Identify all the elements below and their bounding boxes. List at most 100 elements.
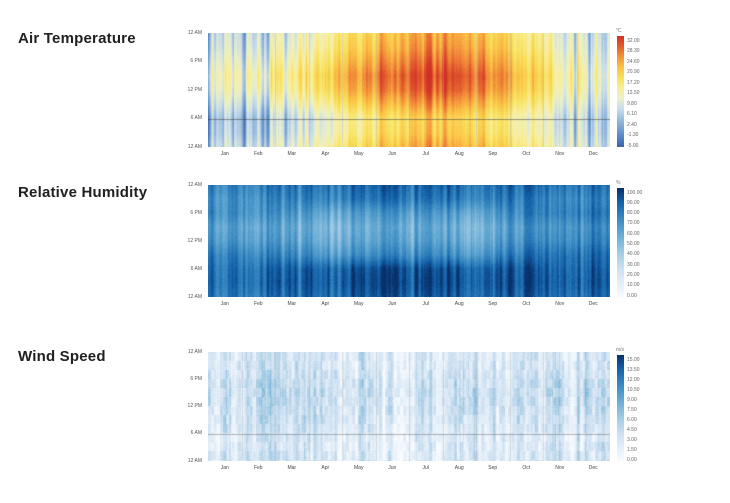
legend-tick-label: 6.00 <box>627 416 637 423</box>
legend-tick-label: 3.00 <box>627 436 637 443</box>
chart-title-wind-speed: Wind Speed <box>18 348 106 365</box>
legend-tick-label: 60.00 <box>627 230 640 237</box>
legend-tick-label: 90.00 <box>627 199 640 206</box>
wind-speed-section: Wind Speed 12 AM 6 PM 12 PM 6 AM 12 AM Jan Feb… <box>0 343 730 503</box>
legend-colorbar <box>617 36 624 147</box>
legend-tick-label: 100.00 <box>627 189 643 196</box>
y-tick-label: 6 PM <box>190 58 202 64</box>
air-temperature-section: Air Temperature 12 AM 6 PM 12 PM 6 AM 12 AM J… <box>0 24 730 184</box>
x-tick-label: Aug <box>454 151 464 157</box>
legend-tick-label: 20.90 <box>627 69 640 75</box>
legend-tick-label: 10.50 <box>627 386 640 393</box>
y-tick-label: 12 PM <box>187 237 202 244</box>
legend-tick-label: 9.00 <box>627 396 637 403</box>
x-tick-label: Nov <box>555 465 565 471</box>
x-tick-label: Jan <box>220 301 229 307</box>
legend-tick-label: 13.50 <box>627 366 640 373</box>
air-temperature-heatmap-canvas <box>208 33 610 147</box>
wind-speed-heatmap-canvas <box>208 352 610 461</box>
legend-tick-label: -5.00 <box>627 142 639 149</box>
x-tick-label: Dec <box>588 151 598 157</box>
x-tick-label: Sep <box>488 465 498 471</box>
legend-tick-label: 20.00 <box>627 271 640 278</box>
x-tick-label: May <box>354 465 364 471</box>
x-tick-label: Mar <box>287 465 297 471</box>
y-tick-label: 12 PM <box>187 403 202 409</box>
x-tick-label: Dec <box>588 301 598 307</box>
y-tick-label: 6 AM <box>190 115 202 121</box>
legend-tick-label: 13.50 <box>627 90 640 96</box>
y-tick-label: 12 AM <box>187 181 202 188</box>
legend-unit-label: % <box>616 180 621 186</box>
legend-tick-label: -1.30 <box>627 132 639 138</box>
legend-tick-label: 4.50 <box>627 426 637 433</box>
legend-tick-label: 24.60 <box>627 58 640 65</box>
legend-tick-label: 40.00 <box>627 251 640 258</box>
legend-tick-label: 32.00 <box>627 37 640 44</box>
x-tick-label: Apr <box>321 151 330 157</box>
x-tick-label: Dec <box>588 465 598 471</box>
y-tick-label: 12 AM <box>187 293 202 300</box>
x-tick-label: Aug <box>454 301 464 307</box>
x-tick-label: Jul <box>422 151 429 157</box>
legend-unit-label: °C <box>616 28 622 34</box>
legend-tick-label: 2.40 <box>627 121 637 128</box>
legend-tick-label: 70.00 <box>627 220 640 227</box>
y-tick-label: 12 AM <box>187 348 202 355</box>
x-tick-label: May <box>354 301 364 307</box>
x-tick-label: Jul <box>422 301 429 307</box>
legend-colorbar <box>617 355 624 461</box>
legend-tick-label: 80.00 <box>627 210 640 217</box>
y-tick-label: 6 AM <box>190 265 202 272</box>
y-tick-label: 6 AM <box>190 430 202 437</box>
x-tick-label: Nov <box>555 151 565 157</box>
legend-tick-label: 0.00 <box>627 456 637 463</box>
x-tick-label: Nov <box>555 301 565 307</box>
legend-tick-label: 30.00 <box>627 261 640 268</box>
x-tick-label: Oct <box>522 301 531 307</box>
legend-tick-label: 17.20 <box>627 79 640 86</box>
x-tick-label: Oct <box>522 151 531 157</box>
x-tick-label: Apr <box>321 465 330 471</box>
chart-title-air-temperature: Air Temperature <box>18 30 136 47</box>
x-tick-label: May <box>354 151 364 157</box>
y-tick-label: 12 AM <box>187 457 202 464</box>
relative-humidity-section: Relative Humidity 12 AM 6 PM 12 PM 6 AM 12 A… <box>0 176 730 336</box>
y-tick-label: 12 AM <box>187 143 202 150</box>
y-tick-label: 6 PM <box>190 375 202 382</box>
y-tick-label: 12 PM <box>187 86 202 93</box>
legend-tick-label: 12.00 <box>627 376 640 383</box>
legend-tick-label: 6.10 <box>627 111 637 117</box>
x-tick-label: Jan <box>220 151 229 157</box>
legend-tick-label: 10.00 <box>627 282 640 289</box>
x-tick-label: Feb <box>253 151 263 157</box>
x-tick-label: Feb <box>253 465 263 471</box>
x-tick-label: Apr <box>321 301 330 307</box>
y-tick-label: 12 AM <box>187 29 202 36</box>
x-tick-label: Mar <box>287 301 297 307</box>
x-tick-label: Oct <box>522 465 531 471</box>
legend-tick-label: 28.30 <box>627 48 640 54</box>
x-tick-label: Aug <box>454 465 464 471</box>
legend-tick-label: 0.00 <box>627 292 637 299</box>
x-tick-label: Mar <box>287 151 297 157</box>
y-tick-label: 6 PM <box>190 209 202 216</box>
x-tick-label: Sep <box>488 151 498 157</box>
legend-unit-label: m/s <box>616 347 625 353</box>
relative-humidity-heatmap-canvas <box>208 185 610 297</box>
legend-tick-label: 1.50 <box>627 446 637 453</box>
x-tick-label: Jun <box>388 301 397 307</box>
chart-title-relative-humidity: Relative Humidity <box>18 184 148 201</box>
legend-tick-label: 50.00 <box>627 241 640 247</box>
x-tick-label: Jul <box>422 465 429 471</box>
x-tick-label: Jan <box>220 465 229 471</box>
legend-tick-label: 9.80 <box>627 100 637 107</box>
x-tick-label: Jun <box>388 465 397 471</box>
x-tick-label: Feb <box>253 301 263 307</box>
legend-tick-label: 15.00 <box>627 356 640 363</box>
legend-tick-label: 7.50 <box>627 406 637 413</box>
legend-colorbar <box>617 188 624 297</box>
x-tick-label: Sep <box>488 301 498 307</box>
x-tick-label: Jun <box>388 151 397 157</box>
